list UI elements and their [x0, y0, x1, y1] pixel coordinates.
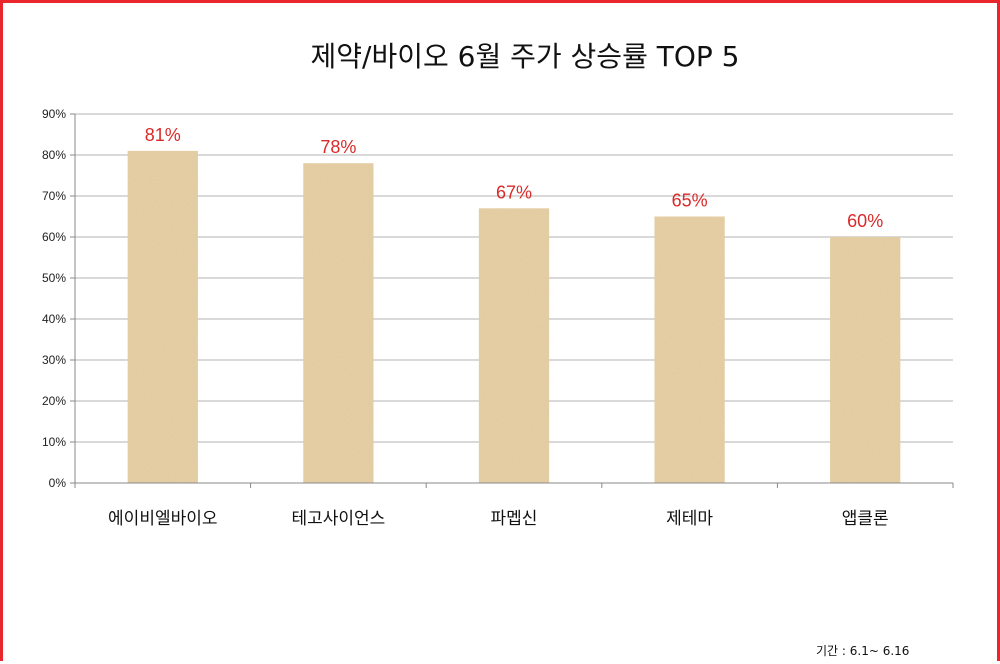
y-tick-label: 90% — [42, 107, 66, 121]
bars: 81% 78% 67% 65% 60% — [127, 125, 901, 484]
category-label: 에이비엘바이오 — [108, 509, 217, 529]
bar — [127, 150, 198, 483]
x-axis: 에이비엘바이오 테고사이언스 파멥신 제테마 앱클론 — [74, 482, 954, 529]
data-label: 78% — [320, 137, 356, 157]
bar — [830, 237, 901, 483]
category-label: 파멥신 — [491, 509, 538, 529]
chart-title: 제약/바이오 6월 주가 상승률 TOP 5 — [311, 40, 740, 73]
y-tick-label: 80% — [42, 148, 66, 162]
y-axis: 0% 10% 20% 30% 40% 50% 60% 70% 80% 90% — [42, 107, 76, 490]
category-label: 제테마 — [666, 509, 713, 529]
data-label: 65% — [672, 191, 708, 211]
y-tick-label: 50% — [42, 271, 66, 285]
data-label: 67% — [496, 182, 532, 202]
y-tick-label: 0% — [49, 476, 67, 490]
y-tick-label: 20% — [42, 394, 66, 408]
y-tick-label: 70% — [42, 189, 66, 203]
bar — [478, 208, 550, 484]
bar — [654, 216, 725, 483]
y-tick-label: 60% — [42, 230, 66, 244]
period-footnote: 기간 : 6.1~ 6.16 — [816, 644, 910, 658]
data-label: 60% — [847, 211, 883, 231]
bar-chart: 제약/바이오 6월 주가 상승률 TOP 5 0% 10% 20% 30% 40% 50%… — [42, 40, 954, 529]
bar — [303, 163, 374, 483]
data-label: 81% — [145, 125, 181, 145]
category-label: 앱클론 — [842, 509, 889, 529]
y-tick-label: 40% — [42, 312, 66, 326]
category-label: 테고사이언스 — [291, 509, 385, 529]
y-tick-label: 30% — [42, 353, 66, 367]
y-tick-label: 10% — [42, 435, 66, 449]
